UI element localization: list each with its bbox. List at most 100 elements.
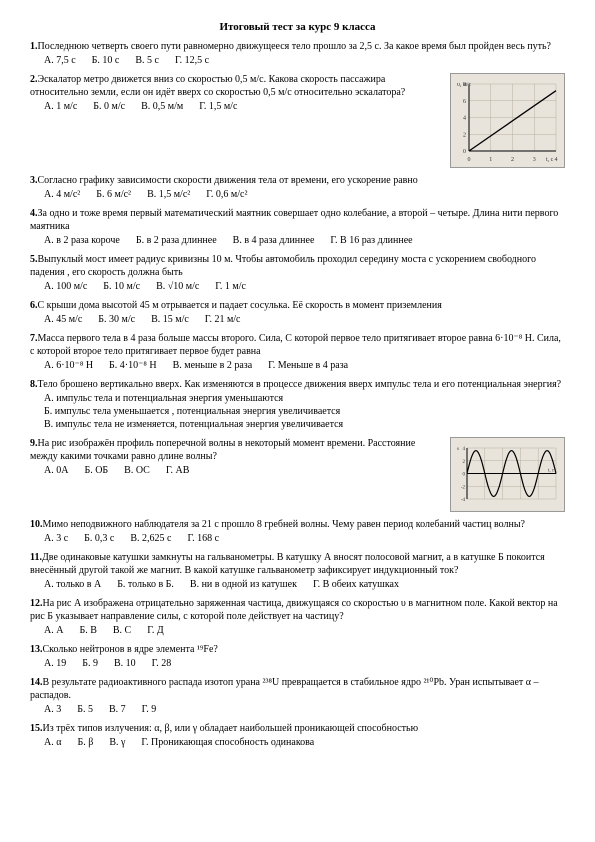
answer-option: Г. В обеих катушках	[313, 578, 399, 591]
question-number: 1.	[30, 41, 38, 52]
question-8: 8.Тело брошено вертикально вверх. Как из…	[30, 378, 565, 431]
answer-option: Г. Д	[147, 624, 163, 637]
svg-text:1: 1	[489, 157, 492, 163]
questions-container: 1.Последнюю четверть своего пути равноме…	[30, 40, 565, 749]
answer-option: В. 7	[109, 703, 126, 716]
question-number: 2.	[30, 74, 38, 85]
svg-text:2: 2	[463, 133, 466, 139]
svg-text:3: 3	[533, 157, 536, 163]
answer-option: Г. АВ	[166, 464, 190, 477]
answers-row: А. 100 м/с Б. 10 м/с В. √10 м/с Г. 1 м/с	[44, 280, 565, 293]
question-3: 3.Согласно графику зависимости скорости …	[30, 174, 565, 201]
answer-option: Б. только в Б.	[117, 578, 174, 591]
answers-row: А. 7,5 сБ. 10 сВ. 5 сГ. 12,5 с	[44, 54, 565, 67]
answer-option: Б. 9	[82, 657, 98, 670]
answer-option: А. импульс тела и потенциальная энергия …	[44, 392, 565, 405]
question-7: 7.Масса первого тела в 4 раза больше мас…	[30, 332, 565, 372]
question-14: 14.В результате радиоактивного распада и…	[30, 676, 565, 716]
answer-option: Б. 30 м/с	[98, 313, 135, 326]
question-15: 15.Из трёх типов излучения: α, β, или γ …	[30, 722, 565, 749]
answer-option: А. 100 м/с	[44, 280, 87, 293]
answer-option: Б. 0,3 с	[84, 532, 114, 545]
question-12: 12.На рис А изображена отрицательно заря…	[30, 597, 565, 637]
answer-option: Б. импульс тела уменьшается , потенциаль…	[44, 405, 565, 418]
answer-option: Г. 1,5 м/с	[199, 100, 237, 113]
answer-option: Г. 1 м/с	[215, 280, 246, 293]
question-6: 6.С крыши дома высотой 45 м отрывается и…	[30, 299, 565, 326]
question-13: 13.Сколько нейтронов в ядре элемента ¹⁹F…	[30, 643, 565, 670]
answer-option: А. 3	[44, 703, 61, 716]
svg-text:-2: -2	[461, 486, 466, 491]
question-number: 12.	[30, 598, 43, 609]
svg-text:s: s	[457, 447, 459, 452]
answer-option: В. С	[113, 624, 131, 637]
svg-text:-4: -4	[461, 498, 466, 503]
answer-option: Б. В	[79, 624, 96, 637]
svg-text:t, с: t, с	[546, 157, 554, 163]
question-text: Последнюю четверть своего пути равномерн…	[38, 41, 552, 52]
answer-option: В. ОС	[124, 464, 150, 477]
svg-text:4: 4	[463, 116, 466, 122]
question-2: 0123402468t, сυ, м/с2.Эскалатор метро дв…	[30, 73, 565, 168]
graph-box-2: -4-2024t, сs	[450, 437, 565, 512]
answer-option: В. √10 м/с	[156, 280, 199, 293]
question-number: 8.	[30, 379, 38, 390]
answer-option: А. 6·10⁻⁸ Н	[44, 359, 93, 372]
question-text: Из трёх типов излучения: α, β, или γ обл…	[43, 723, 419, 734]
question-11: 11.Две одинаковые катушки замкнуты на га…	[30, 551, 565, 591]
svg-text:0: 0	[468, 157, 471, 163]
answer-option: В. ни в одной из катушек	[190, 578, 297, 591]
answers-row: А. 19Б. 9В. 10Г. 28	[44, 657, 565, 670]
question-text: На рис А изображена отрицательно заряжен…	[30, 598, 558, 622]
answer-option: А. в 2 раза короче	[44, 234, 120, 247]
answer-option: Г. 168 с	[187, 532, 219, 545]
answer-option: А. α	[44, 736, 61, 749]
answer-option: В. 0,5 м/м	[141, 100, 183, 113]
answer-option: В. импульс тела не изменяется, потенциал…	[44, 418, 565, 431]
graph-box-1: 0123402468t, сυ, м/с	[450, 73, 565, 168]
answer-option: А. 1 м/с	[44, 100, 77, 113]
question-number: 10.	[30, 519, 43, 530]
answer-option: А. только в А	[44, 578, 101, 591]
answer-option: Г. 9	[142, 703, 157, 716]
svg-text:t, с: t, с	[548, 469, 555, 474]
answers-row: А. 4 м/с²Б. 6 м/с²В. 1,5 м/с²Г. 0,6 м/с²	[44, 188, 565, 201]
question-text: За одно и тоже время первый математическ…	[30, 208, 558, 232]
answer-option: А. 19	[44, 657, 66, 670]
answers-row: А. 3Б. 5В. 7Г. 9	[44, 703, 565, 716]
question-text: Сколько нейтронов в ядре элемента ¹⁹Fe?	[43, 644, 218, 655]
question-9: -4-2024t, сs9.На рис изображён профиль п…	[30, 437, 565, 512]
answers-row: А. 6·10⁻⁸ НБ. 4·10⁻⁸ НВ. меньше в 2 раза…	[44, 359, 565, 372]
answer-option: А. 7,5 с	[44, 54, 76, 67]
answer-option: В. 2,625 с	[130, 532, 171, 545]
answer-option: А. 45 м/с	[44, 313, 82, 326]
question-text: Выпуклый мост имеет радиус кривизны 10 м…	[30, 254, 536, 278]
answer-option: Г. В 16 раз длиннее	[330, 234, 412, 247]
svg-text:2: 2	[511, 157, 514, 163]
answer-option: В. в 4 раза длиннее	[233, 234, 315, 247]
question-number: 6.	[30, 300, 38, 311]
answers-row: А. αБ. βВ. γГ. Проникающая способность о…	[44, 736, 565, 749]
question-1: 1.Последнюю четверть своего пути равноме…	[30, 40, 565, 67]
question-number: 13.	[30, 644, 43, 655]
svg-text:6: 6	[463, 99, 466, 105]
question-number: 11.	[30, 552, 42, 563]
answers-row: А. 45 м/сБ. 30 м/сВ. 15 м/сГ. 21 м/с	[44, 313, 565, 326]
question-text: Эскалатор метро движется вниз со скорост…	[30, 74, 405, 98]
answer-option: А. 4 м/с²	[44, 188, 80, 201]
answer-option: А. 3 с	[44, 532, 68, 545]
velocity-graph: 0123402468t, сυ, м/с	[455, 78, 560, 163]
answer-option: А. А	[44, 624, 63, 637]
answer-option: Б. β	[77, 736, 93, 749]
page-title: Итоговый тест за курс 9 класса	[30, 20, 565, 34]
question-number: 7.	[30, 333, 38, 344]
answer-option: Б. ОБ	[84, 464, 108, 477]
answer-option: Б. 10 м/с	[103, 280, 140, 293]
question-5: 5.Выпуклый мост имеет радиус кривизны 10…	[30, 253, 565, 293]
answer-option: В. γ	[109, 736, 125, 749]
question-number: 5.	[30, 254, 38, 265]
answers-row: А. А Б. В В. С Г. Д	[44, 624, 565, 637]
answer-option: В. 1,5 м/с²	[147, 188, 190, 201]
svg-text:υ, м/с: υ, м/с	[457, 82, 471, 88]
question-number: 4.	[30, 208, 38, 219]
